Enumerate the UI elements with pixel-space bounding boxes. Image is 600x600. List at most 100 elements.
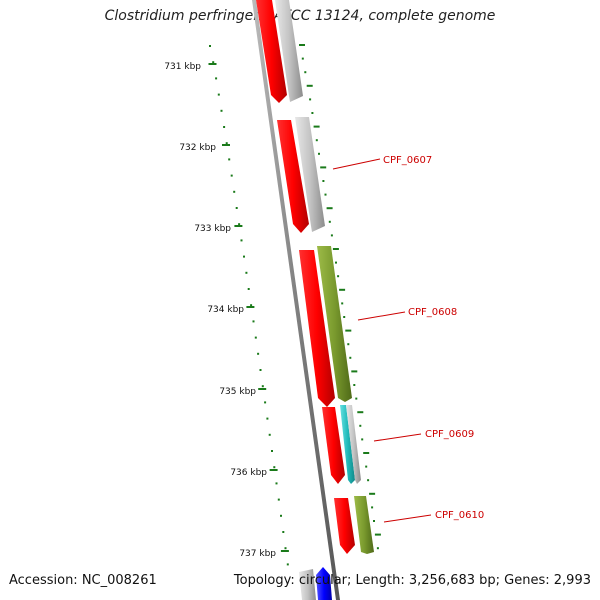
accession-text: Accession: NC_008261 <box>9 573 157 588</box>
scale-minor-tick <box>223 126 226 128</box>
scale-minor-tick <box>230 174 233 177</box>
track-major-tick <box>306 84 313 87</box>
scale-ticks <box>208 44 381 566</box>
track-minor-tick <box>337 275 340 278</box>
scale-minor-tick <box>215 77 218 80</box>
track-minor-tick <box>343 316 346 318</box>
gray-gene-cpf0609 <box>346 405 361 484</box>
scale-minor-tick <box>268 433 271 436</box>
scale-minor-tick <box>286 563 289 566</box>
track-minor-tick <box>304 71 307 74</box>
scale-minor-tick <box>233 190 236 193</box>
scale-minor-tick <box>252 320 255 323</box>
scale-minor-tick <box>238 223 241 226</box>
scale-minor-tick <box>284 547 287 550</box>
scale-minor-tick <box>280 514 282 517</box>
feature-track <box>317 246 374 554</box>
genome-backbone <box>252 0 340 600</box>
gene-labels: CPF_0607 CPF_0608 CPF_0609 CPF_0610 <box>332 155 484 523</box>
track-minor-tick <box>311 112 314 114</box>
track-minor-tick <box>341 302 344 305</box>
gray-gene-track <box>275 0 325 232</box>
scale-minor-tick <box>217 93 220 96</box>
track-minor-tick <box>301 57 304 60</box>
scale-minor-tick <box>257 352 260 355</box>
track-minor-tick <box>318 152 320 155</box>
track-major-tick <box>363 452 370 454</box>
scale-major-tick <box>258 388 267 390</box>
track-minor-tick <box>309 98 312 101</box>
cds-gene-1 <box>256 0 287 103</box>
olive-gene-cpf0610 <box>354 496 374 554</box>
cds-gene-5 <box>334 498 355 554</box>
track-major-tick <box>313 125 320 128</box>
scale-label-737: 737 kbp <box>239 549 276 559</box>
scale-minor-tick <box>261 385 264 388</box>
leader-line-cpf0608 <box>357 311 406 321</box>
scale-major-tick <box>222 144 230 146</box>
track-major-tick <box>299 44 305 46</box>
cds-gene-2 <box>277 120 309 233</box>
track-minor-tick <box>371 506 374 509</box>
scale-label-732: 732 kbp <box>179 143 216 153</box>
gene-label-cpf0610: CPF_0610 <box>435 510 484 521</box>
scale-minor-tick <box>259 369 262 371</box>
scale-major-tick <box>280 550 289 552</box>
scale-minor-tick <box>254 336 257 339</box>
track-major-tick <box>374 533 381 536</box>
scale-labels: 731 kbp 732 kbp 733 kbp 734 kbp 735 kbp … <box>164 62 276 559</box>
scale-major-tick <box>208 63 217 65</box>
track-minor-tick <box>330 234 333 237</box>
scale-minor-tick <box>245 271 248 274</box>
track-major-tick <box>332 248 339 250</box>
track-minor-tick <box>328 220 331 223</box>
scale-minor-tick <box>225 142 228 145</box>
track-minor-tick <box>361 438 364 441</box>
blue-gene-bottom <box>316 567 332 600</box>
scale-minor-tick <box>275 482 278 485</box>
gene-label-cpf0607: CPF_0607 <box>383 155 432 166</box>
scale-label-735: 735 kbp <box>219 387 256 397</box>
track-major-tick <box>320 166 327 169</box>
track-minor-tick <box>347 343 350 346</box>
scale-major-tick <box>234 225 243 227</box>
scale-minor-tick <box>212 61 215 64</box>
track-minor-tick <box>359 424 362 427</box>
scale-label-733: 733 kbp <box>194 224 231 234</box>
scale-minor-tick <box>273 466 276 469</box>
track-major-tick <box>345 329 352 332</box>
scale-minor-tick <box>228 158 231 161</box>
gray-gene-bottom <box>299 569 316 600</box>
leader-line-cpf0610 <box>383 514 432 523</box>
cds-track <box>256 0 355 554</box>
scale-minor-tick <box>250 304 253 307</box>
track-minor-tick <box>365 465 368 468</box>
gray-gene-1 <box>275 0 303 102</box>
scale-minor-tick <box>220 109 223 112</box>
track-minor-tick <box>367 479 370 482</box>
cds-gene-4 <box>322 407 345 484</box>
scale-label-731: 731 kbp <box>164 62 201 72</box>
scale-minor-tick <box>266 417 269 420</box>
scale-major-tick <box>246 306 255 308</box>
bottom-genes <box>299 567 332 600</box>
gene-label-cpf0609: CPF_0609 <box>425 429 474 440</box>
track-major-tick <box>339 288 346 291</box>
gray-gene-2 <box>295 117 325 232</box>
scale-minor-tick <box>277 498 280 501</box>
track-major-tick <box>326 207 333 210</box>
scale-major-tick <box>269 469 278 471</box>
track-minor-tick <box>324 193 327 196</box>
scale-minor-tick <box>209 45 211 47</box>
scale-minor-tick <box>235 207 238 209</box>
scale-minor-tick <box>264 401 267 404</box>
track-minor-tick <box>349 356 352 359</box>
scale-minor-tick <box>271 450 273 452</box>
cds-gene-3 <box>299 250 335 407</box>
topology-text: Topology: circular; Length: 3,256,683 bp… <box>233 573 591 588</box>
scale-minor-tick <box>243 255 245 258</box>
track-major-tick <box>351 370 358 373</box>
scale-minor-tick <box>282 531 285 533</box>
scale-minor-tick <box>240 239 243 242</box>
